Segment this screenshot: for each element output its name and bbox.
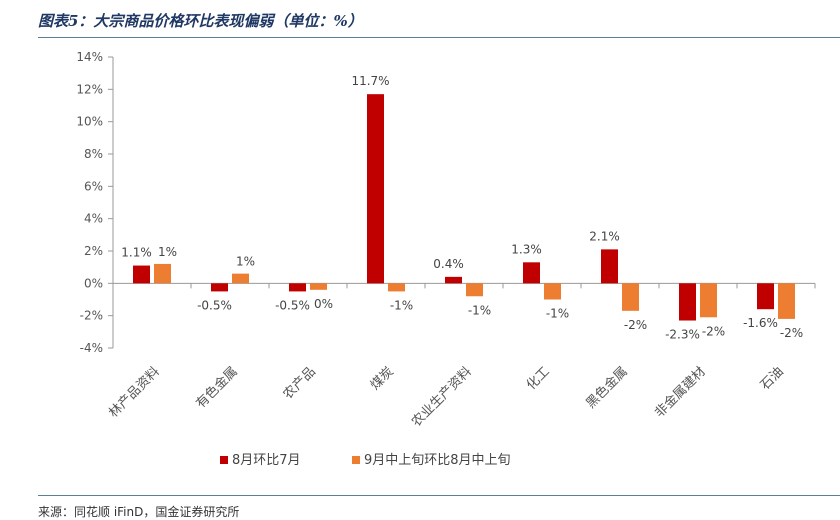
x-category-label: 农业生产资料 <box>409 364 475 430</box>
bar-series-2 <box>544 283 561 300</box>
data-label: -2% <box>780 326 803 340</box>
x-category-label: 煤炭 <box>368 364 397 393</box>
legend-swatch <box>352 456 360 464</box>
data-label: -1% <box>390 298 413 312</box>
legend-label: 8月环比7月 <box>232 453 301 468</box>
data-label: -1% <box>468 303 491 317</box>
bar-series-1 <box>757 283 774 310</box>
y-tick-label: 8% <box>84 147 103 161</box>
bar-series-1 <box>445 276 462 284</box>
y-tick-label: 10% <box>76 115 103 129</box>
source-note: 来源：同花顺 iFinD，国金证券研究所 <box>38 505 240 519</box>
bar-series-1 <box>367 94 384 284</box>
data-label: 1% <box>236 255 255 269</box>
bar-series-2 <box>622 283 639 311</box>
x-category-label: 农产品 <box>281 364 319 402</box>
data-label: -0.5% <box>197 298 232 312</box>
bars <box>133 94 795 321</box>
bar-series-2 <box>700 283 717 318</box>
data-label: -1.6% <box>743 316 778 330</box>
data-label: 11.7% <box>351 74 389 88</box>
bar-series-1 <box>523 262 540 284</box>
bar-series-1 <box>679 283 696 321</box>
data-label: -1% <box>546 307 569 321</box>
title-rule <box>38 37 840 38</box>
x-category-label: 有色金属 <box>193 364 241 412</box>
bar-series-2 <box>466 283 483 297</box>
data-label: 0.4% <box>433 257 464 271</box>
x-category-label: 林产品资料 <box>106 364 163 421</box>
bar-series-1 <box>211 283 228 292</box>
chart-title: 图表5：大宗商品价格环比表现偏弱（单位：%） <box>38 12 363 30</box>
y-tick-label: -2% <box>80 309 103 323</box>
bar-series-2 <box>310 283 327 290</box>
data-label: -2% <box>702 324 725 338</box>
x-category-label: 化工 <box>524 364 553 393</box>
data-label: 1.3% <box>511 242 542 256</box>
source-rule <box>38 495 840 496</box>
x-category-label: 非金属建材 <box>652 364 709 421</box>
y-axis: 14% 12% 10% 8% 6% 4% 2% 0% -2% -4% <box>76 50 114 355</box>
bar-series-2 <box>778 283 795 319</box>
y-tick-label: 4% <box>84 212 103 226</box>
bar-series-2 <box>154 263 171 284</box>
data-label: -2% <box>624 318 647 332</box>
bar-series-2 <box>232 273 249 284</box>
y-tick-label: 2% <box>84 244 103 258</box>
data-labels: 1.1% -0.5% -0.5% 11.7% 0.4% 1.3% 2.1% -2.3% -1.6… <box>121 74 803 341</box>
x-category-label: 石油 <box>758 364 787 393</box>
data-label: 2.1% <box>589 229 620 243</box>
bar-series-2 <box>388 283 405 292</box>
legend-label: 9月中上旬环比8月中上旬 <box>364 453 511 468</box>
y-tick-label: 12% <box>76 82 103 96</box>
bar-series-1 <box>601 249 618 284</box>
data-label: -0.5% <box>275 298 310 312</box>
y-tick-label: 0% <box>84 276 103 290</box>
legend-swatch <box>220 456 228 464</box>
bar-series-1 <box>289 283 306 292</box>
bar-chart: 14% 12% 10% 8% 6% 4% 2% 0% -2% -4% 林产品资料 有色金属 农产品 煤炭… <box>76 50 816 468</box>
y-tick-label: 14% <box>76 50 103 64</box>
x-category-label: 黑色金属 <box>583 364 631 412</box>
y-tick-label: 6% <box>84 179 103 193</box>
data-label: 0% <box>314 297 333 311</box>
legend: 8月环比7月 9月中上旬环比8月中上旬 <box>220 453 511 468</box>
bar-series-1 <box>133 265 150 284</box>
data-label: 1.1% <box>121 246 152 260</box>
data-label: 1% <box>158 245 177 259</box>
data-label: -2.3% <box>665 328 700 342</box>
y-tick-label: -4% <box>80 341 103 355</box>
